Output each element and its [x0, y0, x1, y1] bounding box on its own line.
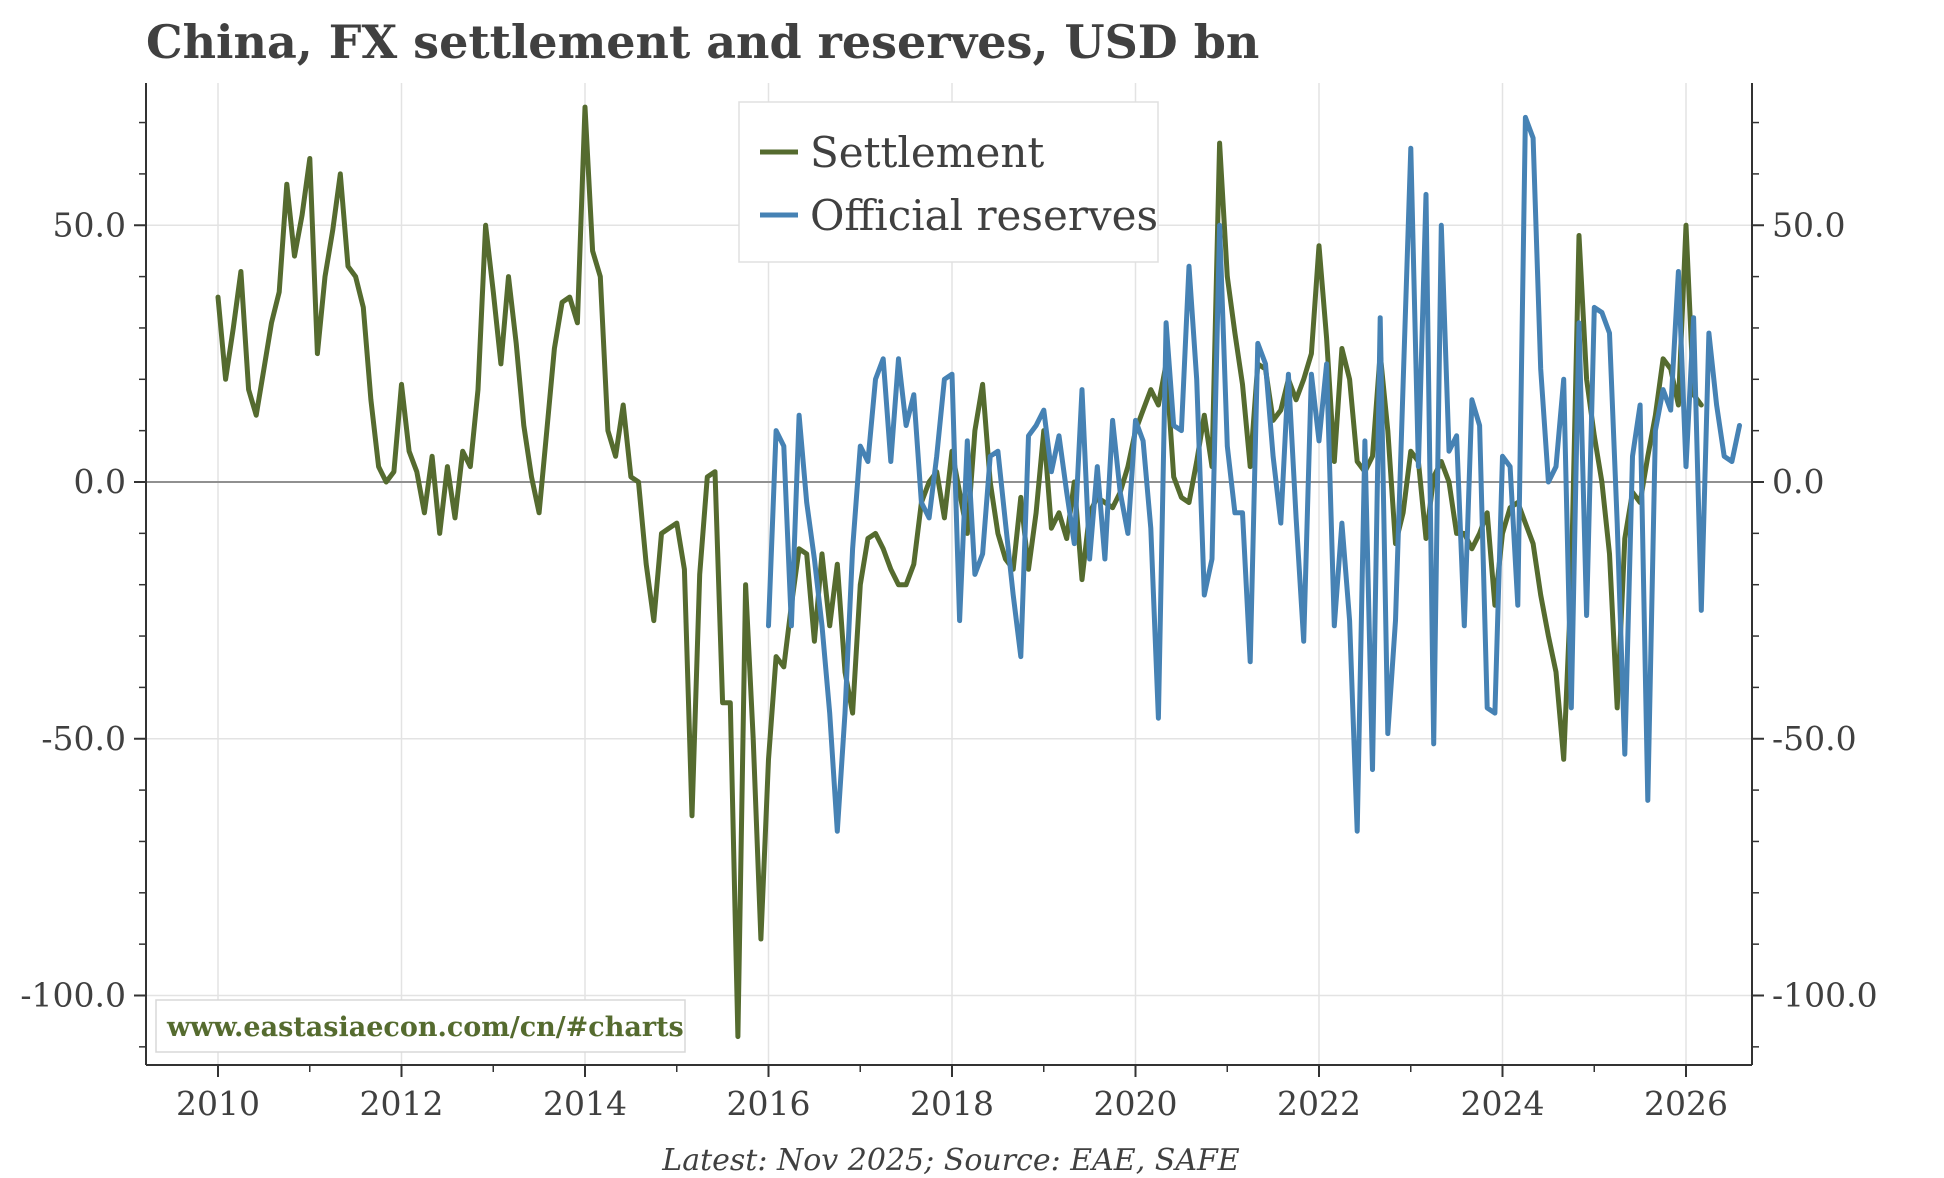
axes — [134, 83, 1764, 1077]
x-tick-label: 2016 — [727, 1084, 811, 1123]
series-layer — [215, 104, 1742, 1040]
x-tick-label: 2012 — [360, 1084, 444, 1123]
y-right-tick-label: 0.0 — [1772, 462, 1824, 501]
y-left-tick-label: 0.0 — [74, 462, 126, 501]
y-right-tick-label: 50.0 — [1772, 205, 1845, 244]
legend-box — [738, 101, 1159, 263]
x-tick-label: 2010 — [176, 1084, 260, 1123]
watermark: www.eastasiaecon.com/cn/#charts — [155, 999, 686, 1053]
series-line-settlement — [215, 104, 1704, 1040]
series-line-reserves — [766, 114, 1742, 834]
x-tick-label: 2024 — [1461, 1084, 1545, 1123]
watermark-text: www.eastasiaecon.com/cn/#charts — [166, 1012, 684, 1043]
x-tick-label: 2014 — [543, 1084, 627, 1123]
legend-label-settlement: Settlement — [810, 128, 1044, 177]
x-tick-label: 2022 — [1277, 1084, 1361, 1123]
y-right-tick-label: -100.0 — [1772, 976, 1878, 1015]
x-tick-label: 2026 — [1644, 1084, 1728, 1123]
y-left-tick-label: 50.0 — [53, 205, 126, 244]
legend-label-reserves: Official reserves — [810, 191, 1158, 240]
tick-labels: 2010 2012 2014 2016 2018 2020 2022 2024 2026 50.0… — [20, 205, 1877, 1123]
watermark-box — [155, 999, 686, 1053]
y-right-tick-label: -50.0 — [1772, 719, 1857, 758]
source-note: Latest: Nov 2025; Source: EAE, SAFE — [661, 1143, 1240, 1178]
x-tick-label: 2020 — [1094, 1084, 1178, 1123]
chart-title: China, FX settlement and reserves, USD b… — [146, 15, 1259, 69]
x-tick-label: 2018 — [910, 1084, 994, 1123]
legend: Settlement Official reserves — [738, 101, 1159, 263]
y-left-tick-label: -50.0 — [41, 719, 126, 758]
y-left-tick-label: -100.0 — [20, 976, 126, 1015]
